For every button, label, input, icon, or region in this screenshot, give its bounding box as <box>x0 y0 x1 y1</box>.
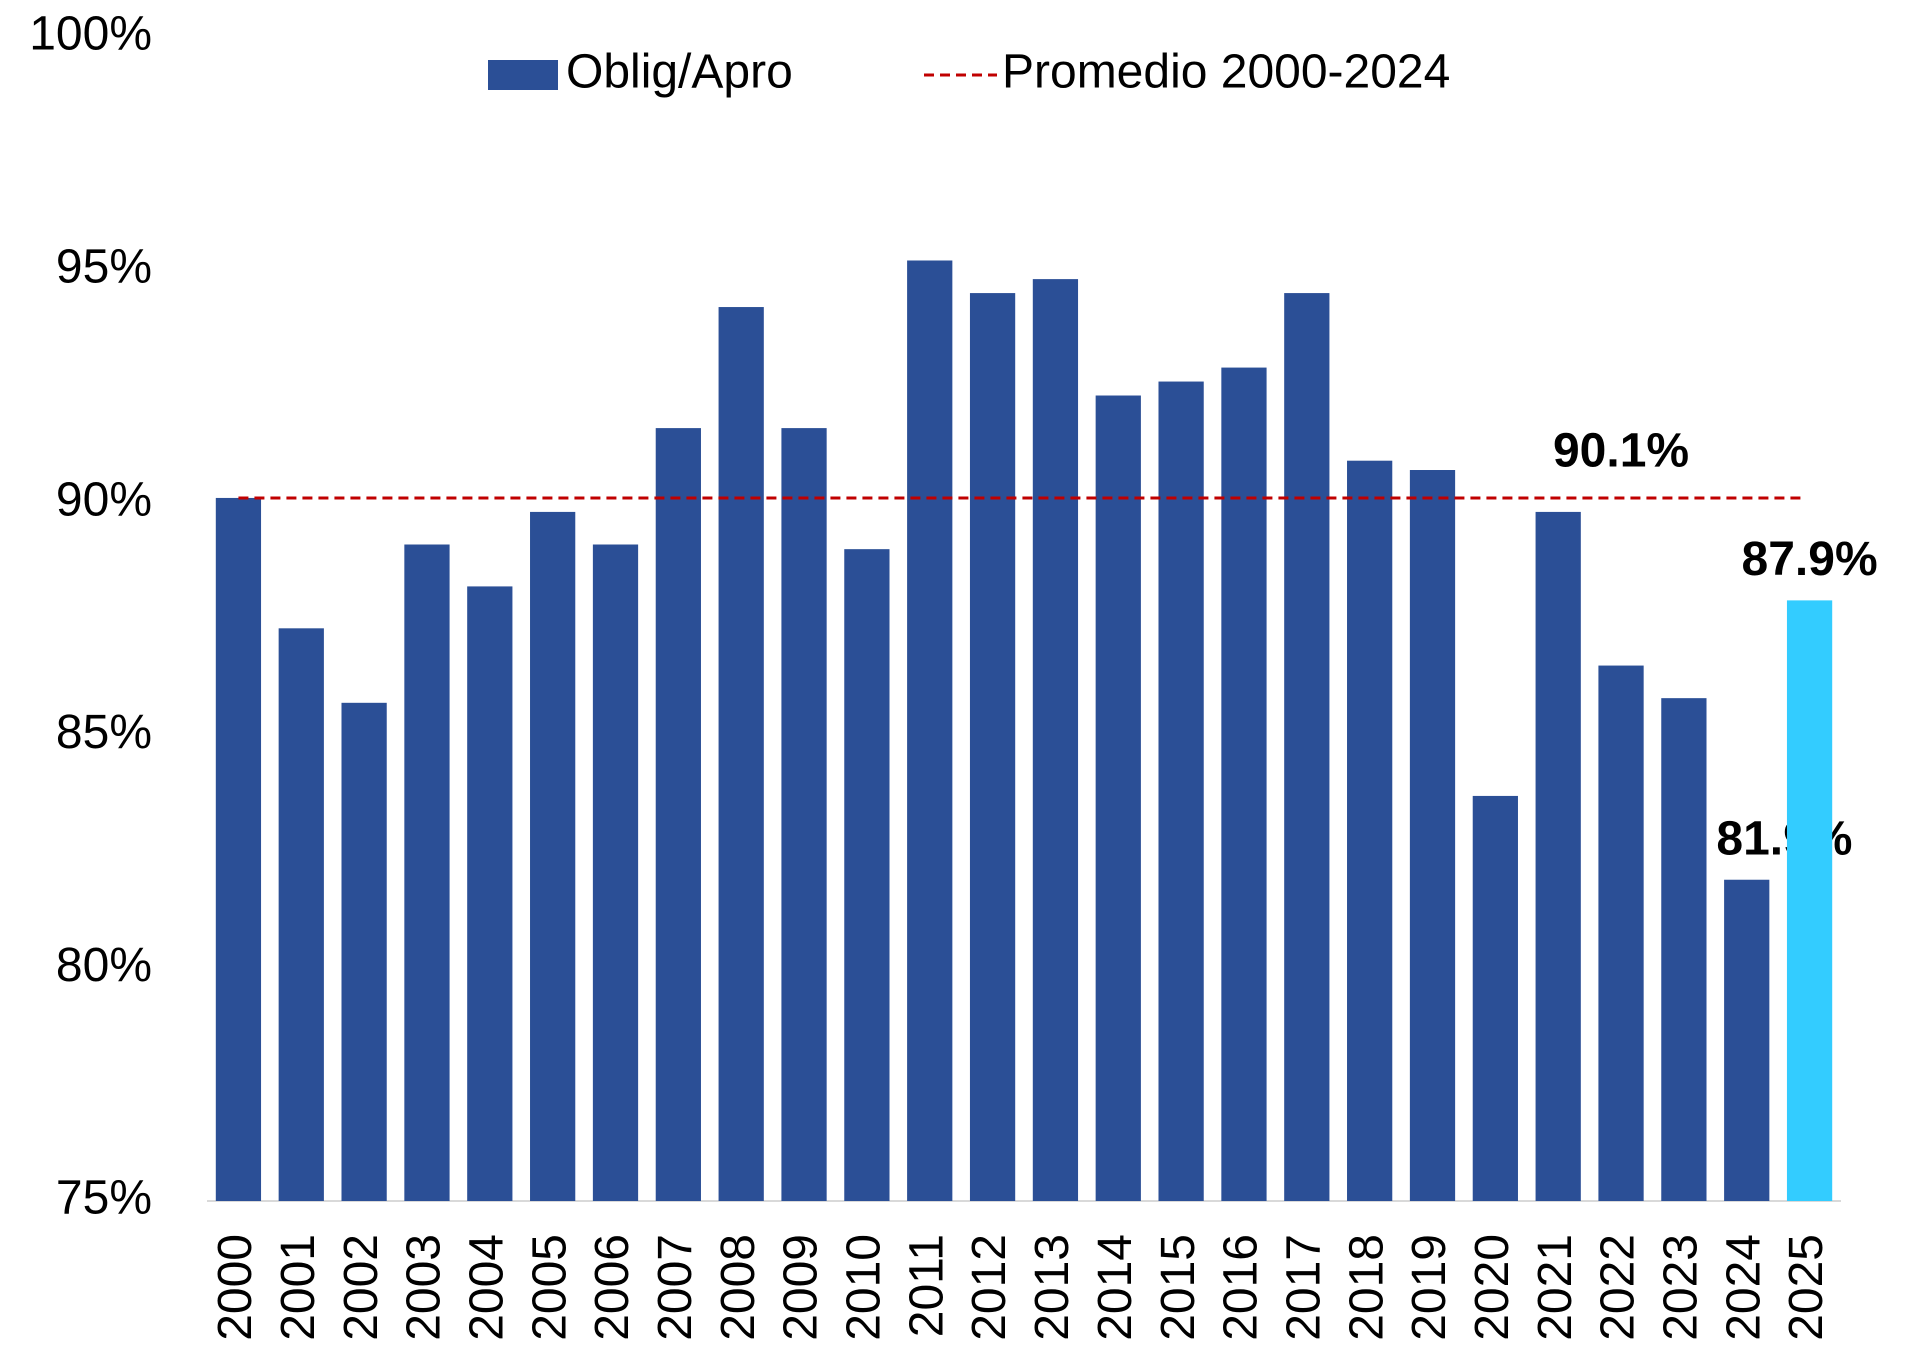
y-tick-label: 95% <box>56 240 152 293</box>
x-tick-label: 2003 <box>398 1234 451 1341</box>
bar <box>404 544 450 1201</box>
legend-label: Oblig/Apro <box>566 46 793 99</box>
average-label: 90.1% <box>1553 425 1689 478</box>
bar <box>1409 470 1456 1201</box>
y-tick-label: 85% <box>56 706 152 759</box>
bar <box>467 586 513 1201</box>
x-tick-label: 2004 <box>460 1234 513 1341</box>
bar <box>1535 511 1581 1201</box>
x-tick-label: 2012 <box>963 1234 1016 1341</box>
bar <box>1472 795 1518 1201</box>
data-label: 87.9% <box>1742 533 1878 586</box>
x-tick-label: 2025 <box>1780 1234 1833 1341</box>
x-tick-label: 2019 <box>1403 1234 1456 1341</box>
bar <box>592 544 639 1201</box>
bar <box>655 428 701 1201</box>
x-tick-label: 2010 <box>838 1234 891 1341</box>
bar <box>907 260 953 1201</box>
x-tick-label: 2018 <box>1340 1234 1393 1341</box>
legend-swatch <box>488 60 558 90</box>
bar <box>215 497 262 1202</box>
x-tick-label: 2020 <box>1466 1234 1519 1341</box>
y-tick-label: 90% <box>56 473 152 526</box>
bar <box>718 307 764 1202</box>
bar <box>1598 665 1644 1201</box>
bar <box>1724 879 1770 1201</box>
bar <box>1032 279 1079 1201</box>
x-tick-label: 2024 <box>1717 1234 1770 1341</box>
x-tick-label: 2023 <box>1655 1234 1708 1341</box>
x-tick-label: 2005 <box>523 1234 576 1341</box>
x-tick-label: 2021 <box>1529 1234 1582 1341</box>
bar <box>1095 395 1141 1202</box>
x-tick-label: 2002 <box>335 1234 388 1341</box>
bar <box>969 293 1016 1202</box>
x-tick-label: 2016 <box>1215 1234 1268 1341</box>
bar <box>1661 698 1707 1201</box>
x-tick-label: 2006 <box>586 1234 639 1341</box>
bar <box>844 549 890 1201</box>
x-tick-label: 2001 <box>272 1234 325 1341</box>
bar <box>1786 600 1833 1201</box>
y-tick-label: 80% <box>56 939 152 992</box>
bar <box>781 428 827 1201</box>
x-tick-label: 2022 <box>1592 1234 1645 1341</box>
y-tick-label: 100% <box>29 8 152 61</box>
x-tick-label: 2015 <box>1152 1234 1205 1341</box>
x-tick-label: 2000 <box>209 1234 262 1341</box>
bar <box>1347 460 1393 1201</box>
x-tick-label: 2013 <box>1026 1234 1079 1341</box>
x-tick-label: 2011 <box>900 1234 953 1337</box>
bar <box>1284 293 1330 1202</box>
bar <box>278 628 324 1201</box>
x-tick-label: 2017 <box>1277 1234 1330 1341</box>
y-tick-label: 75% <box>56 1172 152 1225</box>
x-tick-label: 2008 <box>712 1234 765 1341</box>
bar <box>530 511 576 1201</box>
x-tick-label: 2009 <box>775 1234 828 1341</box>
x-tick-label: 2014 <box>1089 1234 1142 1341</box>
bar <box>1221 367 1267 1201</box>
bar <box>1158 381 1204 1201</box>
x-tick-label: 2007 <box>649 1234 702 1341</box>
bar <box>341 702 387 1201</box>
legend-label: Promedio 2000-2024 <box>1002 46 1450 99</box>
